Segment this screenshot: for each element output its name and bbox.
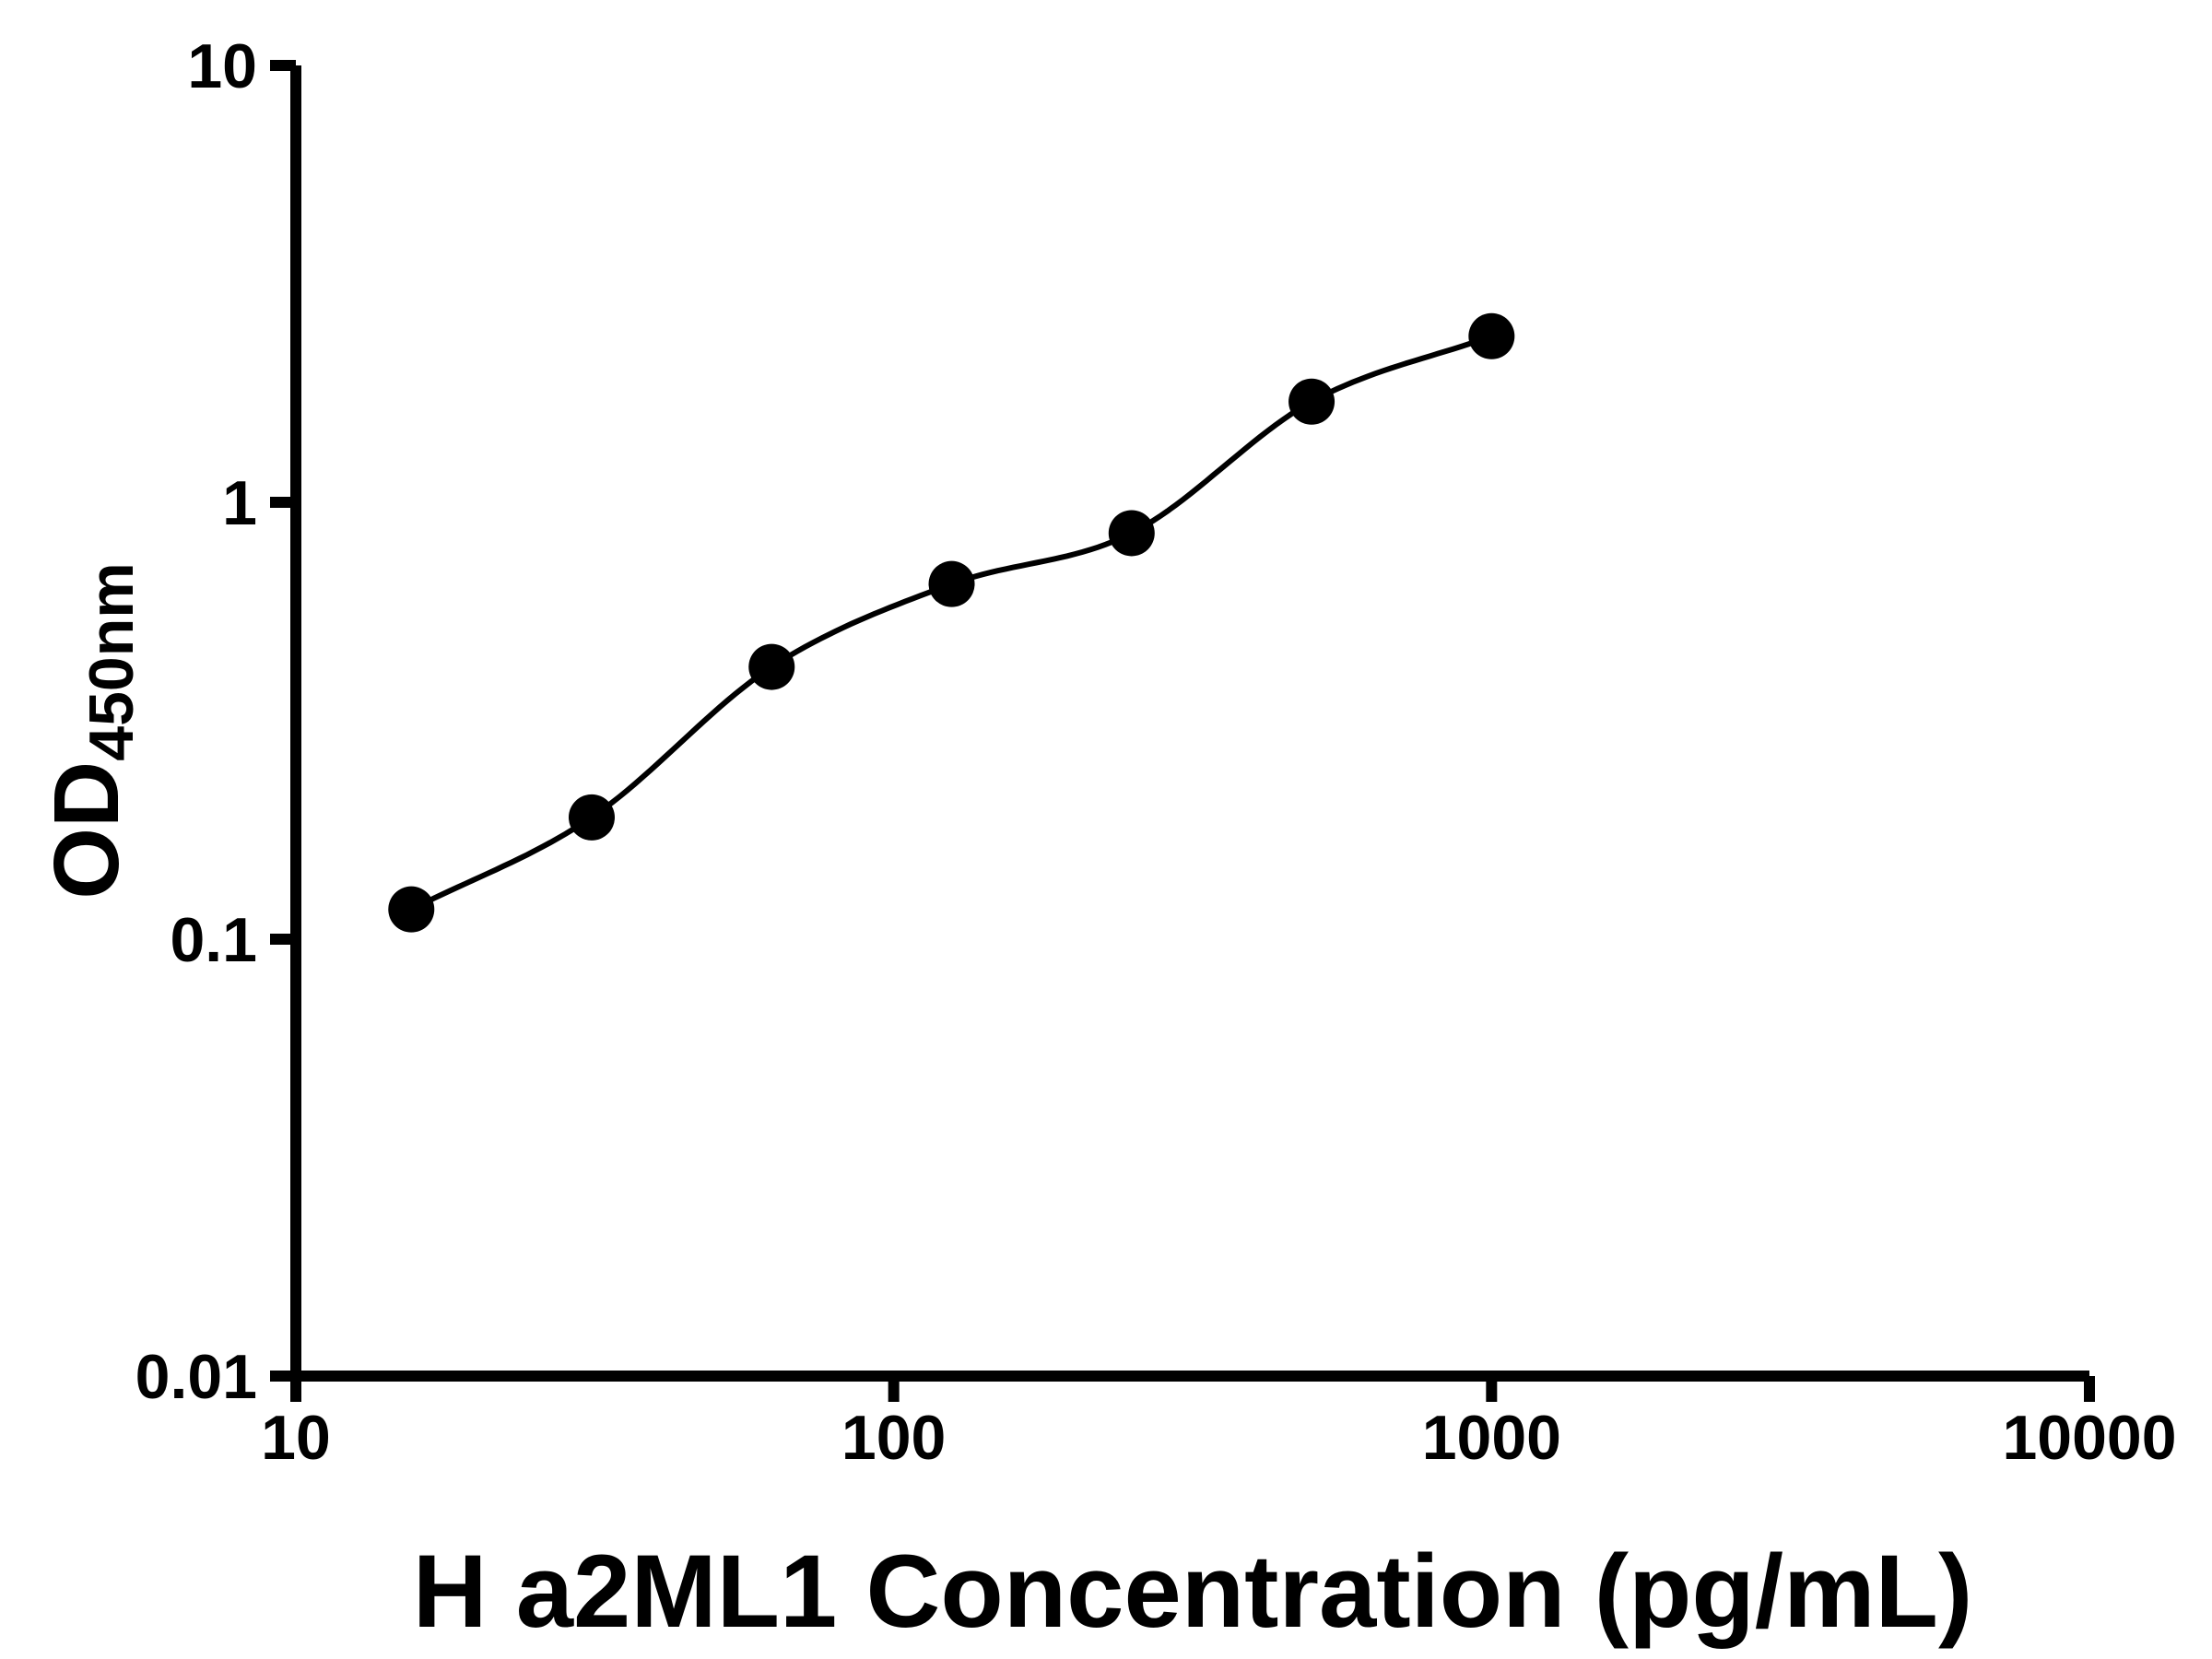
x-tick-label: 10: [261, 1403, 331, 1473]
y-axis-title: OD450nm: [35, 562, 147, 899]
data-point: [568, 794, 615, 841]
x-axis-title: H a2ML1 Concentration (pg/mL): [413, 1534, 1972, 1649]
y-tick-label: 10: [187, 31, 257, 101]
y-tick-label: 0.1: [170, 905, 257, 975]
y-axis-title-sub: 450nm: [76, 562, 147, 760]
x-tick-label: 100: [841, 1403, 946, 1473]
y-axis-title-main: OD: [35, 761, 138, 900]
data-point: [748, 643, 795, 690]
data-point: [928, 560, 975, 607]
axis-spines: [290, 65, 2089, 1382]
data-point: [1108, 510, 1155, 557]
x-tick-label: 1000: [1422, 1403, 1561, 1473]
x-tick-label: 10000: [2002, 1403, 2176, 1473]
data-point: [388, 886, 435, 933]
plot-area: 10 100 1000 10000 0.01 0.1 1 10: [135, 31, 2177, 1473]
data-point: [1468, 312, 1515, 359]
y-tick-label: 1: [222, 468, 257, 538]
y-tick-label: 0.01: [135, 1342, 257, 1412]
data-point: [1288, 378, 1335, 425]
